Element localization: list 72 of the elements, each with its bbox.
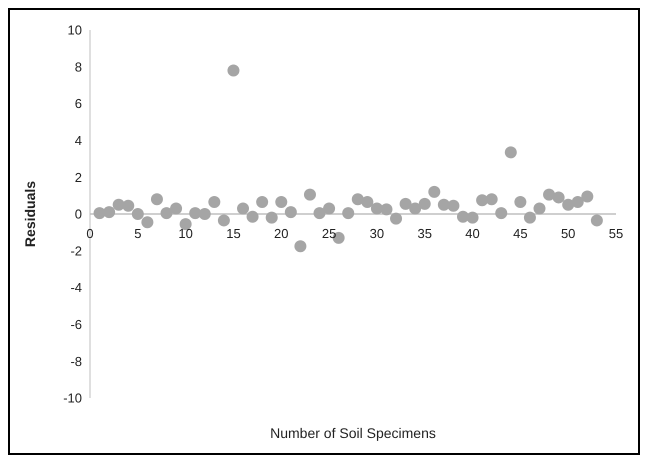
x-tick-label: 15 [226,226,241,242]
point [495,207,508,220]
y-axis-title: Residuals [22,180,38,248]
x-tick-label: 0 [86,226,94,242]
x-tick-label: 20 [274,226,289,242]
point [590,214,603,226]
x-tick-label: 40 [465,226,480,242]
point [246,210,259,223]
x-tick-label: 55 [608,226,624,242]
point [227,64,240,76]
point [562,198,574,211]
point [543,188,556,201]
point [112,198,125,211]
x-tick-label: 35 [417,226,432,242]
x-tick-label: 30 [370,226,384,242]
point [428,186,440,198]
y-tick-label: 4 [74,133,82,148]
y-tick-label: 8 [74,59,82,74]
y-tick-label: 6 [74,96,82,112]
point [533,202,546,214]
point [352,193,364,206]
x-tick-label: 10 [178,226,193,242]
x-tick-label: 50 [560,226,576,242]
point [304,188,316,201]
point [198,208,211,220]
point [275,196,288,208]
y-tick-label: -10 [63,390,82,406]
point [103,206,116,218]
point [447,200,460,212]
point [476,194,488,206]
x-tick-label: 25 [322,226,336,242]
y-tick-label: 2 [74,170,82,185]
point [218,214,230,226]
point [581,190,594,203]
point [552,191,565,204]
point [256,196,268,208]
x-tick-label: 45 [513,226,528,242]
x-tick-label: 5 [134,226,142,242]
point [170,202,182,214]
point [266,212,278,224]
point [237,202,250,214]
point [390,212,402,225]
point [504,146,517,158]
y-tick-label: 10 [68,22,82,38]
point [409,202,422,214]
point [342,207,354,220]
y-tick-label: -6 [70,317,82,332]
point [132,208,144,220]
y-tick-label: 0 [74,206,82,222]
point [208,196,220,208]
point [572,196,584,208]
point [486,193,498,206]
point [400,198,412,210]
y-tick-label: -4 [70,280,82,296]
point [380,203,392,216]
point [189,207,202,220]
point [294,240,306,252]
point [141,216,154,228]
point [524,212,536,224]
point [314,207,326,220]
y-tick-label: -2 [70,243,82,258]
y-tick-label: -8 [70,354,82,369]
point [466,212,479,224]
point [361,196,374,208]
point [323,202,336,214]
x-axis-title: Number of Soil Specimens [270,425,436,441]
point [514,196,526,208]
point [150,193,163,206]
point [122,200,134,212]
point [160,207,173,220]
point [284,206,297,218]
point [418,198,431,210]
